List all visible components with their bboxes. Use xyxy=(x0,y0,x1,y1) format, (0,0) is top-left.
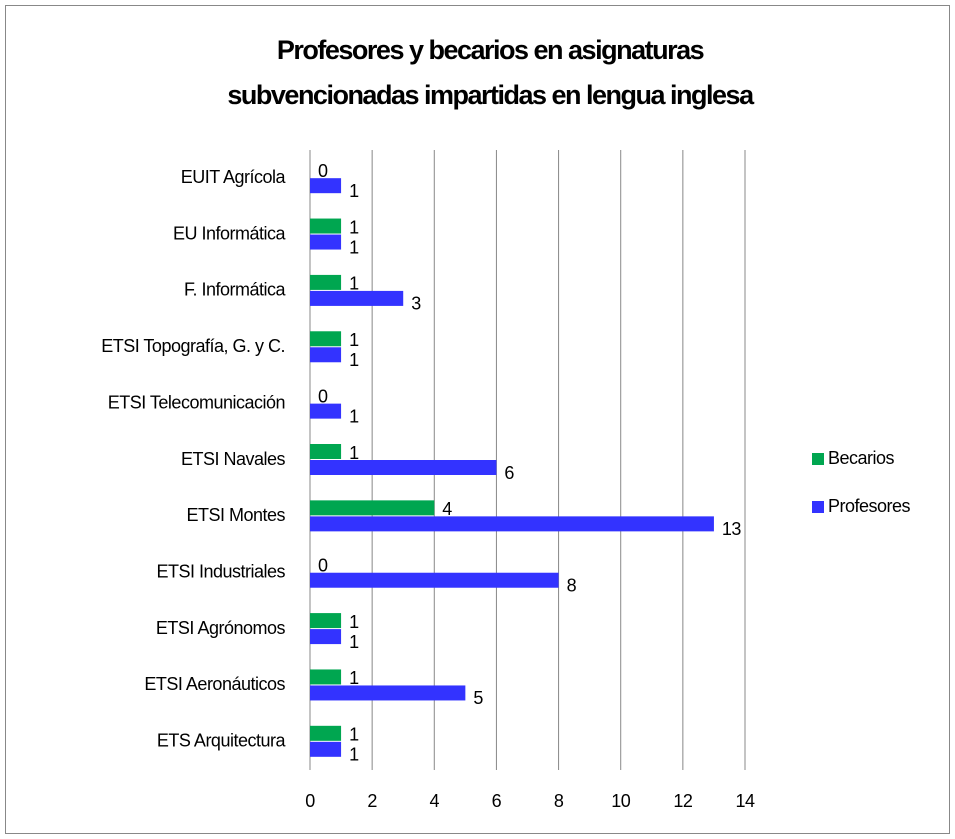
data-label: 1 xyxy=(349,725,359,745)
data-label: 4 xyxy=(442,499,452,519)
bar xyxy=(310,444,342,459)
bar xyxy=(310,331,342,347)
bar xyxy=(310,685,466,701)
data-label: 1 xyxy=(349,745,359,765)
data-label: 5 xyxy=(473,688,483,708)
x-tick-label: 6 xyxy=(492,791,502,811)
x-tick-label: 12 xyxy=(673,791,693,811)
y-tick-label: F. Informática xyxy=(184,280,287,300)
bar xyxy=(310,613,342,629)
x-tick-label: 2 xyxy=(367,791,377,811)
bar xyxy=(310,572,559,588)
legend-swatch xyxy=(812,453,824,465)
data-label: 1 xyxy=(349,350,359,370)
data-label: 1 xyxy=(349,632,359,652)
y-tick-label: ETSI Aeronáuticos xyxy=(144,674,285,694)
x-tick-label: 8 xyxy=(554,791,564,811)
y-tick-label: ETSI Industriales xyxy=(156,561,285,581)
bar xyxy=(310,669,342,685)
data-label: 1 xyxy=(349,181,359,201)
data-label: 6 xyxy=(504,463,514,483)
data-label: 8 xyxy=(567,575,577,595)
chart-title: Profesores y becarios en asignaturas xyxy=(277,35,704,65)
bar xyxy=(310,741,342,757)
chart-border xyxy=(5,5,950,834)
bar xyxy=(310,516,714,532)
y-tick-label: EUIT Agrícola xyxy=(181,167,287,187)
x-tick-label: 0 xyxy=(305,791,315,811)
y-tick-label: ETSI Navales xyxy=(181,449,286,469)
legend-label: Becarios xyxy=(828,448,895,468)
data-label: 0 xyxy=(318,161,328,181)
bar xyxy=(310,274,342,290)
data-label: 1 xyxy=(349,668,359,688)
bar xyxy=(310,218,342,234)
bar xyxy=(310,234,342,250)
bar xyxy=(310,629,342,645)
data-label: 1 xyxy=(349,237,359,257)
x-tick-label: 4 xyxy=(430,791,440,811)
data-label: 1 xyxy=(349,274,359,294)
y-tick-label: ETSI Agrónomos xyxy=(156,618,286,638)
bar xyxy=(310,178,342,194)
y-tick-label: ETSI Topografía, G. y C. xyxy=(101,336,285,356)
data-label: 3 xyxy=(411,294,421,314)
data-label: 1 xyxy=(349,217,359,237)
bar xyxy=(310,347,342,363)
legend-swatch xyxy=(812,501,824,513)
y-tick-label: ETSI Telecomunicación xyxy=(108,392,285,412)
data-label: 1 xyxy=(349,443,359,463)
x-tick-label: 10 xyxy=(611,791,631,811)
data-label: 1 xyxy=(349,612,359,632)
y-tick-label: ETSI Montes xyxy=(186,505,285,525)
data-label: 13 xyxy=(722,519,742,539)
data-label: 0 xyxy=(318,386,328,406)
y-tick-label: EU Informática xyxy=(173,223,287,243)
legend-label: Profesores xyxy=(828,496,911,516)
data-label: 1 xyxy=(349,330,359,350)
bar xyxy=(310,290,404,306)
x-tick-label: 14 xyxy=(735,791,755,811)
y-tick-label: ETS Arquitectura xyxy=(157,731,287,751)
bar xyxy=(310,725,342,741)
chart-title: subvencionadas impartidas en lengua ingl… xyxy=(227,80,755,110)
bar xyxy=(310,460,497,475)
bar xyxy=(310,500,435,516)
data-label: 1 xyxy=(349,406,359,426)
data-label: 0 xyxy=(318,555,328,575)
bar xyxy=(310,403,342,419)
